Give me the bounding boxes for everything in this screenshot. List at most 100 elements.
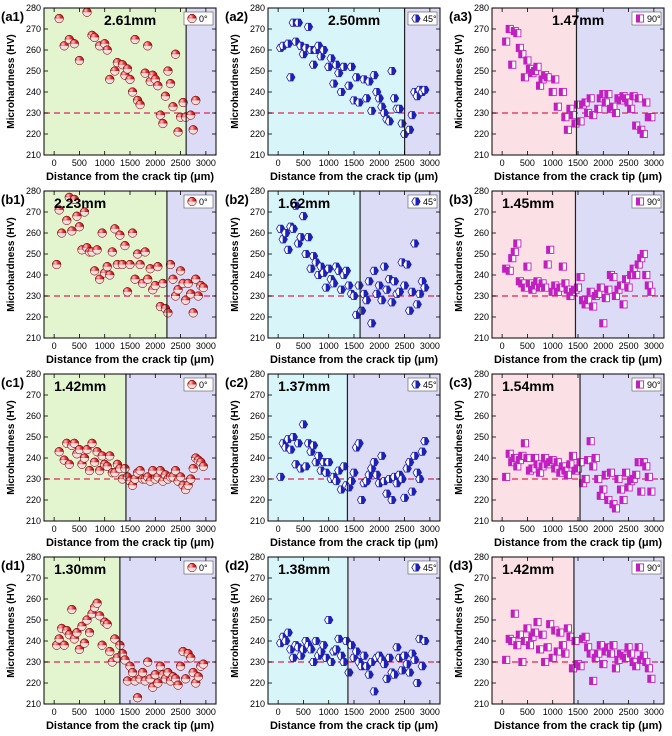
data-point-square bbox=[586, 437, 595, 446]
y-tick-label: 260 bbox=[250, 411, 265, 421]
square-fill bbox=[642, 462, 647, 470]
sphere-half bbox=[156, 115, 165, 120]
sphere-half bbox=[148, 687, 158, 692]
sphere-rim bbox=[120, 241, 130, 251]
data-point-square bbox=[604, 90, 613, 99]
y-tick-label: 230 bbox=[250, 291, 265, 301]
sphere-rim bbox=[82, 615, 92, 625]
data-point-hexagon bbox=[331, 60, 341, 69]
legend: 45° bbox=[407, 560, 438, 575]
square-fill bbox=[594, 290, 599, 298]
y-tick-label: 220 bbox=[474, 312, 489, 322]
square-fill bbox=[609, 500, 614, 508]
sphere-half bbox=[183, 485, 193, 490]
data-point-hexagon bbox=[369, 71, 379, 80]
square-fill bbox=[642, 271, 647, 279]
square-fill bbox=[544, 643, 548, 651]
data-point-square bbox=[642, 462, 651, 471]
data-point-square bbox=[589, 111, 598, 120]
square-fill bbox=[645, 664, 649, 672]
hexagon-fill bbox=[368, 277, 374, 285]
square-fill bbox=[619, 92, 624, 100]
x-tick-label: 2000 bbox=[145, 158, 165, 168]
x-axis-label: Distance from the crack tip (μm) bbox=[46, 537, 214, 549]
square-fill bbox=[599, 90, 604, 98]
square-fill bbox=[571, 467, 576, 475]
sphere-rim bbox=[181, 295, 191, 305]
x-tick-label: 0 bbox=[52, 707, 57, 717]
sphere-half bbox=[135, 264, 145, 269]
y-tick-label: 280 bbox=[474, 369, 489, 379]
x-tick-label: 1500 bbox=[120, 158, 140, 168]
sphere-half bbox=[130, 479, 140, 484]
data-points bbox=[52, 598, 208, 703]
data-point-sphere bbox=[97, 228, 107, 238]
data-point-square bbox=[576, 117, 585, 126]
hexagon-fill bbox=[373, 458, 379, 466]
sphere-rim bbox=[95, 466, 105, 476]
square-fill bbox=[564, 471, 568, 479]
y-tick-label: 220 bbox=[26, 495, 41, 505]
square-fill bbox=[592, 292, 596, 300]
data-point-sphere bbox=[186, 653, 196, 663]
data-point-hexagon bbox=[339, 657, 349, 667]
square-fill bbox=[549, 654, 553, 662]
hexagon-fill bbox=[383, 262, 389, 271]
sphere-half bbox=[75, 449, 84, 454]
y-tick-label: 210 bbox=[250, 150, 265, 160]
y-tick-label: 210 bbox=[26, 150, 41, 160]
data-point-sphere bbox=[181, 295, 191, 305]
square-fill bbox=[597, 492, 601, 500]
sphere-half bbox=[105, 651, 115, 656]
square-fill bbox=[647, 288, 652, 296]
data-point-square bbox=[558, 87, 567, 97]
hexagon-fill bbox=[401, 666, 407, 675]
sphere-rim bbox=[95, 611, 105, 621]
y-tick-label: 250 bbox=[474, 615, 489, 625]
hexagon-fill bbox=[307, 23, 313, 31]
uncracked-region bbox=[575, 191, 664, 338]
data-point-hexagon bbox=[404, 458, 415, 467]
data-point-square bbox=[639, 249, 648, 259]
square-fill bbox=[561, 650, 566, 658]
crack-length-label: 1.42mm bbox=[502, 561, 554, 577]
square-fill bbox=[602, 471, 606, 479]
square-fill bbox=[559, 88, 563, 96]
data-point-hexagon bbox=[372, 470, 382, 479]
hexagon-fill bbox=[325, 469, 331, 477]
sphere-rim bbox=[105, 270, 115, 280]
hexagon-fill bbox=[343, 658, 349, 666]
square-fill bbox=[576, 458, 581, 466]
data-point-hexagon bbox=[298, 50, 309, 59]
data-point-hexagon bbox=[367, 319, 377, 328]
x-tick-label: 1000 bbox=[95, 341, 115, 351]
sphere-half bbox=[97, 455, 107, 461]
legend: 0° bbox=[183, 194, 214, 209]
y-tick-label: 230 bbox=[26, 291, 41, 301]
legend: 90° bbox=[631, 377, 662, 392]
data-point-hexagon bbox=[306, 447, 316, 456]
sphere-rim bbox=[110, 66, 120, 76]
data-point-sphere bbox=[133, 693, 143, 703]
data-point-square bbox=[599, 660, 608, 669]
sphere-half bbox=[176, 666, 185, 671]
sphere-rim bbox=[69, 194, 79, 204]
sphere-rim bbox=[79, 638, 90, 648]
sphere-half bbox=[176, 476, 185, 482]
data-point-hexagon bbox=[334, 634, 344, 643]
data-point-sphere bbox=[74, 222, 84, 232]
sphere-rim bbox=[127, 228, 138, 238]
x-axis-label: Distance from the crack tip (μm) bbox=[494, 537, 662, 549]
data-point-sphere bbox=[110, 66, 120, 76]
legend-label: 45° bbox=[423, 14, 437, 24]
hexagon-fill bbox=[320, 647, 326, 656]
data-point-square bbox=[533, 618, 542, 627]
square-fill bbox=[637, 254, 642, 262]
x-tick-label: 500 bbox=[72, 524, 87, 534]
data-point-square bbox=[563, 624, 572, 633]
sphere-half bbox=[173, 131, 183, 137]
panel-a3: 0 500 1000 1500 2000 2500 3000 210 220 230 240 250 2… bbox=[449, 3, 665, 183]
data-point-sphere bbox=[90, 457, 100, 467]
x-axis-label: Distance from the crack tip (μm) bbox=[270, 720, 438, 732]
square-fill bbox=[617, 281, 621, 290]
